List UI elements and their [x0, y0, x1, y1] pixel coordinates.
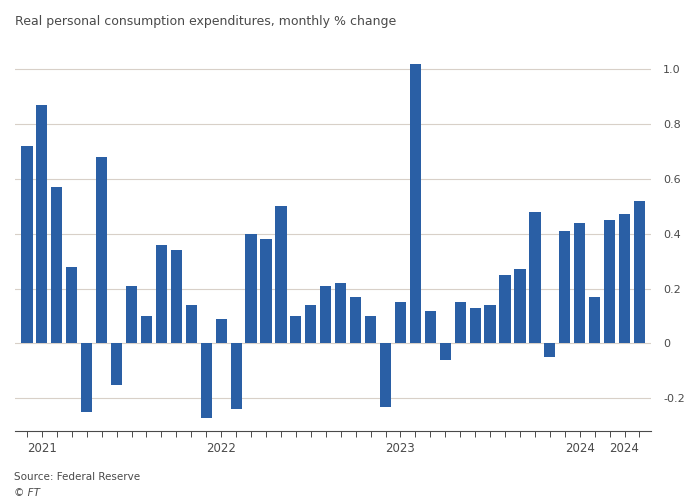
- Text: 2023: 2023: [386, 442, 415, 456]
- Text: 2024: 2024: [565, 442, 595, 456]
- Text: © FT: © FT: [14, 488, 40, 498]
- Text: 2024: 2024: [610, 442, 640, 456]
- Bar: [216, 319, 227, 344]
- Bar: [141, 316, 152, 344]
- Bar: [201, 344, 212, 417]
- Bar: [230, 344, 241, 409]
- Bar: [395, 302, 406, 344]
- Text: 2021: 2021: [27, 442, 57, 456]
- Bar: [51, 187, 62, 344]
- Bar: [365, 316, 376, 344]
- Bar: [290, 316, 302, 344]
- Bar: [275, 206, 286, 344]
- Bar: [499, 275, 510, 344]
- Bar: [454, 302, 466, 344]
- Bar: [574, 222, 585, 344]
- Bar: [111, 344, 122, 384]
- Bar: [484, 305, 496, 344]
- Bar: [126, 286, 137, 344]
- Bar: [171, 250, 182, 344]
- Bar: [66, 266, 78, 344]
- Bar: [260, 239, 272, 344]
- Bar: [619, 214, 630, 344]
- Bar: [335, 283, 346, 344]
- Bar: [529, 212, 540, 344]
- Bar: [186, 305, 197, 344]
- Bar: [470, 308, 481, 344]
- Bar: [604, 220, 615, 344]
- Bar: [81, 344, 92, 412]
- Text: Real personal consumption expenditures, monthly % change: Real personal consumption expenditures, …: [15, 15, 396, 28]
- Bar: [440, 344, 451, 360]
- Bar: [544, 344, 556, 357]
- Bar: [410, 64, 421, 344]
- Bar: [559, 231, 570, 344]
- Bar: [320, 286, 331, 344]
- Bar: [21, 146, 33, 344]
- Bar: [156, 244, 167, 344]
- Bar: [380, 344, 391, 406]
- Bar: [350, 297, 361, 344]
- Bar: [305, 305, 316, 344]
- Text: 2022: 2022: [206, 442, 236, 456]
- Bar: [96, 157, 107, 344]
- Bar: [425, 310, 436, 344]
- Bar: [246, 234, 257, 344]
- Bar: [36, 104, 48, 344]
- Text: Source: Federal Reserve: Source: Federal Reserve: [14, 472, 140, 482]
- Bar: [634, 201, 645, 344]
- Bar: [589, 297, 601, 344]
- Bar: [514, 270, 526, 344]
